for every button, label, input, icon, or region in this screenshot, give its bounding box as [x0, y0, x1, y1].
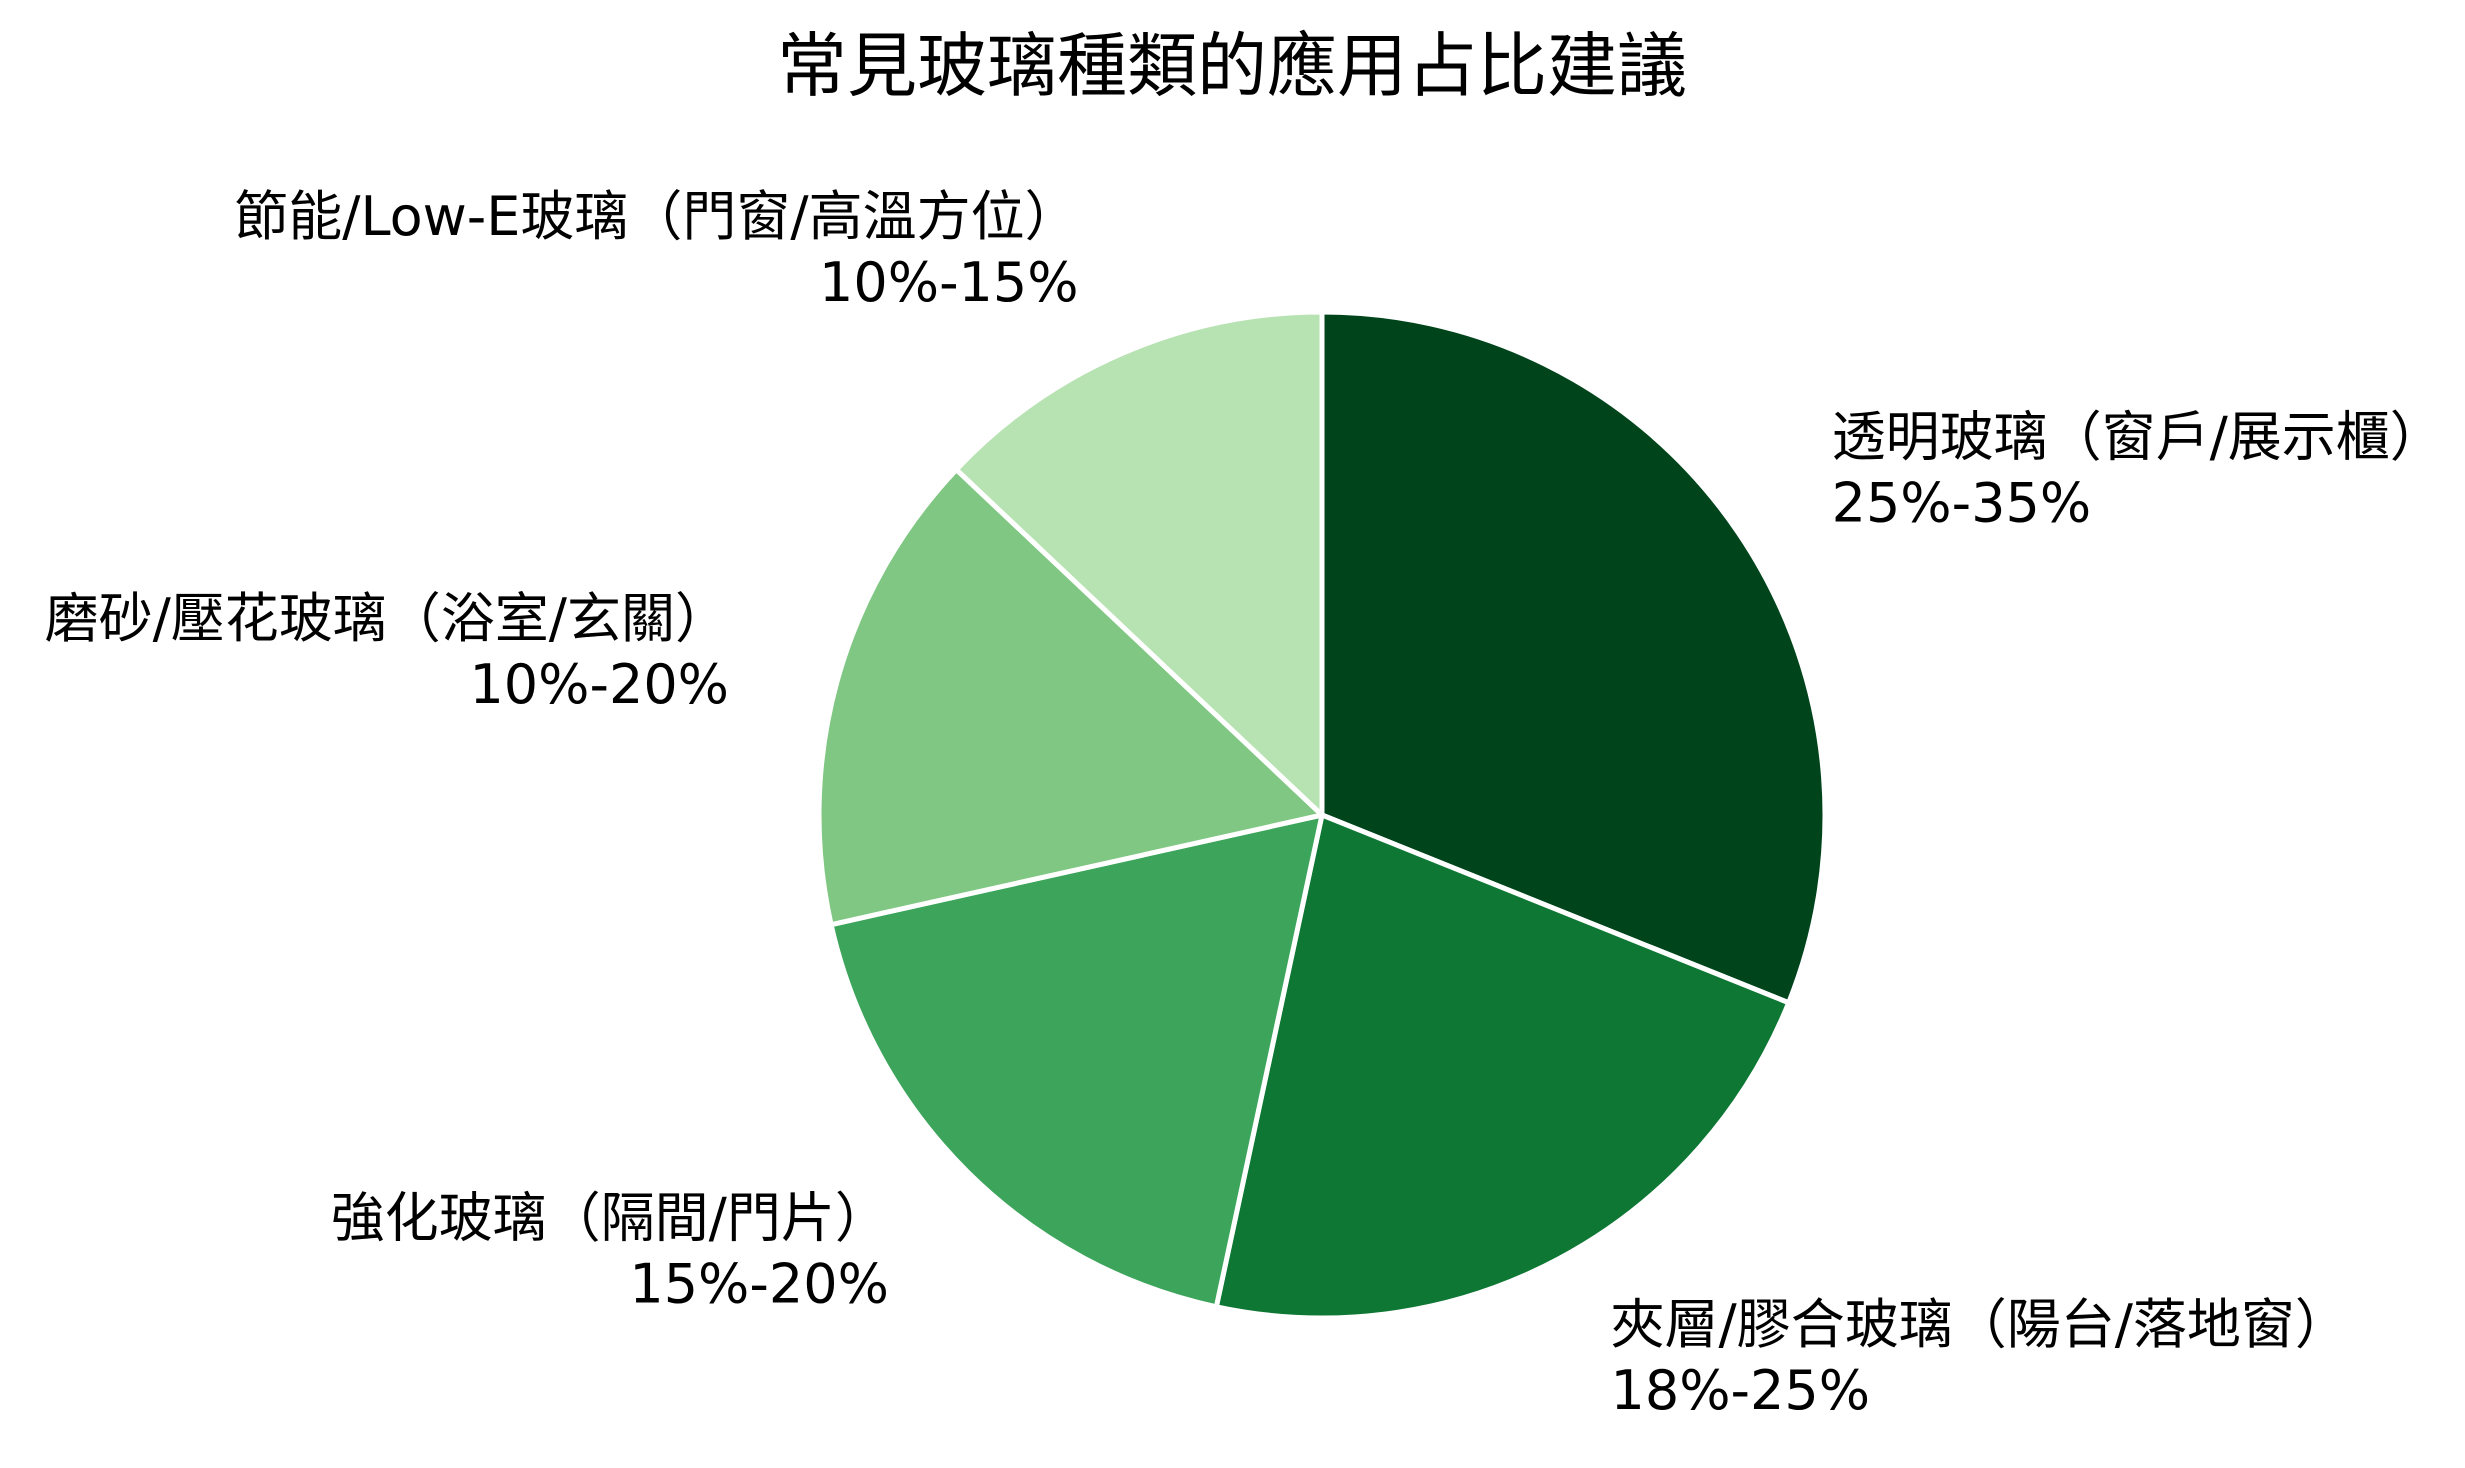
slice-label-name-3: 磨砂/壓花玻璃（浴室/玄關）	[45, 587, 729, 650]
pie-slice-2	[828, 812, 1325, 1310]
slice-label-name-2: 強化玻璃（隔間/門片）	[331, 1187, 889, 1250]
slice-label-range-3: 10%-20%	[469, 653, 729, 716]
slices-layer	[816, 309, 1828, 1321]
slice-label-range-1: 18%-25%	[1611, 1359, 1871, 1422]
chart-title: 常見玻璃種類的應用占比建議	[777, 25, 1687, 107]
slice-label-name-4: 節能/Low-E玻璃（門窗/高溫方位）	[234, 185, 1078, 248]
pie-slice-0	[1319, 309, 1828, 1006]
slice-label-name-0: 透明玻璃（窗戶/展示櫃）	[1832, 406, 2444, 469]
pie-slice-1	[1213, 812, 1792, 1321]
slice-label-range-4: 10%-15%	[819, 251, 1079, 314]
pie-slice-4	[953, 309, 1325, 818]
labels-layer: 透明玻璃（窗戶/展示櫃）25%-35% 夾層/膠合玻璃（陽台/落地窗）18%-25…	[45, 185, 2444, 1422]
slice-label-range-2: 15%-20%	[629, 1253, 889, 1316]
slice-label-range-0: 25%-35%	[1832, 472, 2092, 535]
pie-slice-3	[816, 467, 1325, 928]
slice-label-name-1: 夾層/膠合玻璃（陽台/落地窗）	[1611, 1293, 2349, 1356]
